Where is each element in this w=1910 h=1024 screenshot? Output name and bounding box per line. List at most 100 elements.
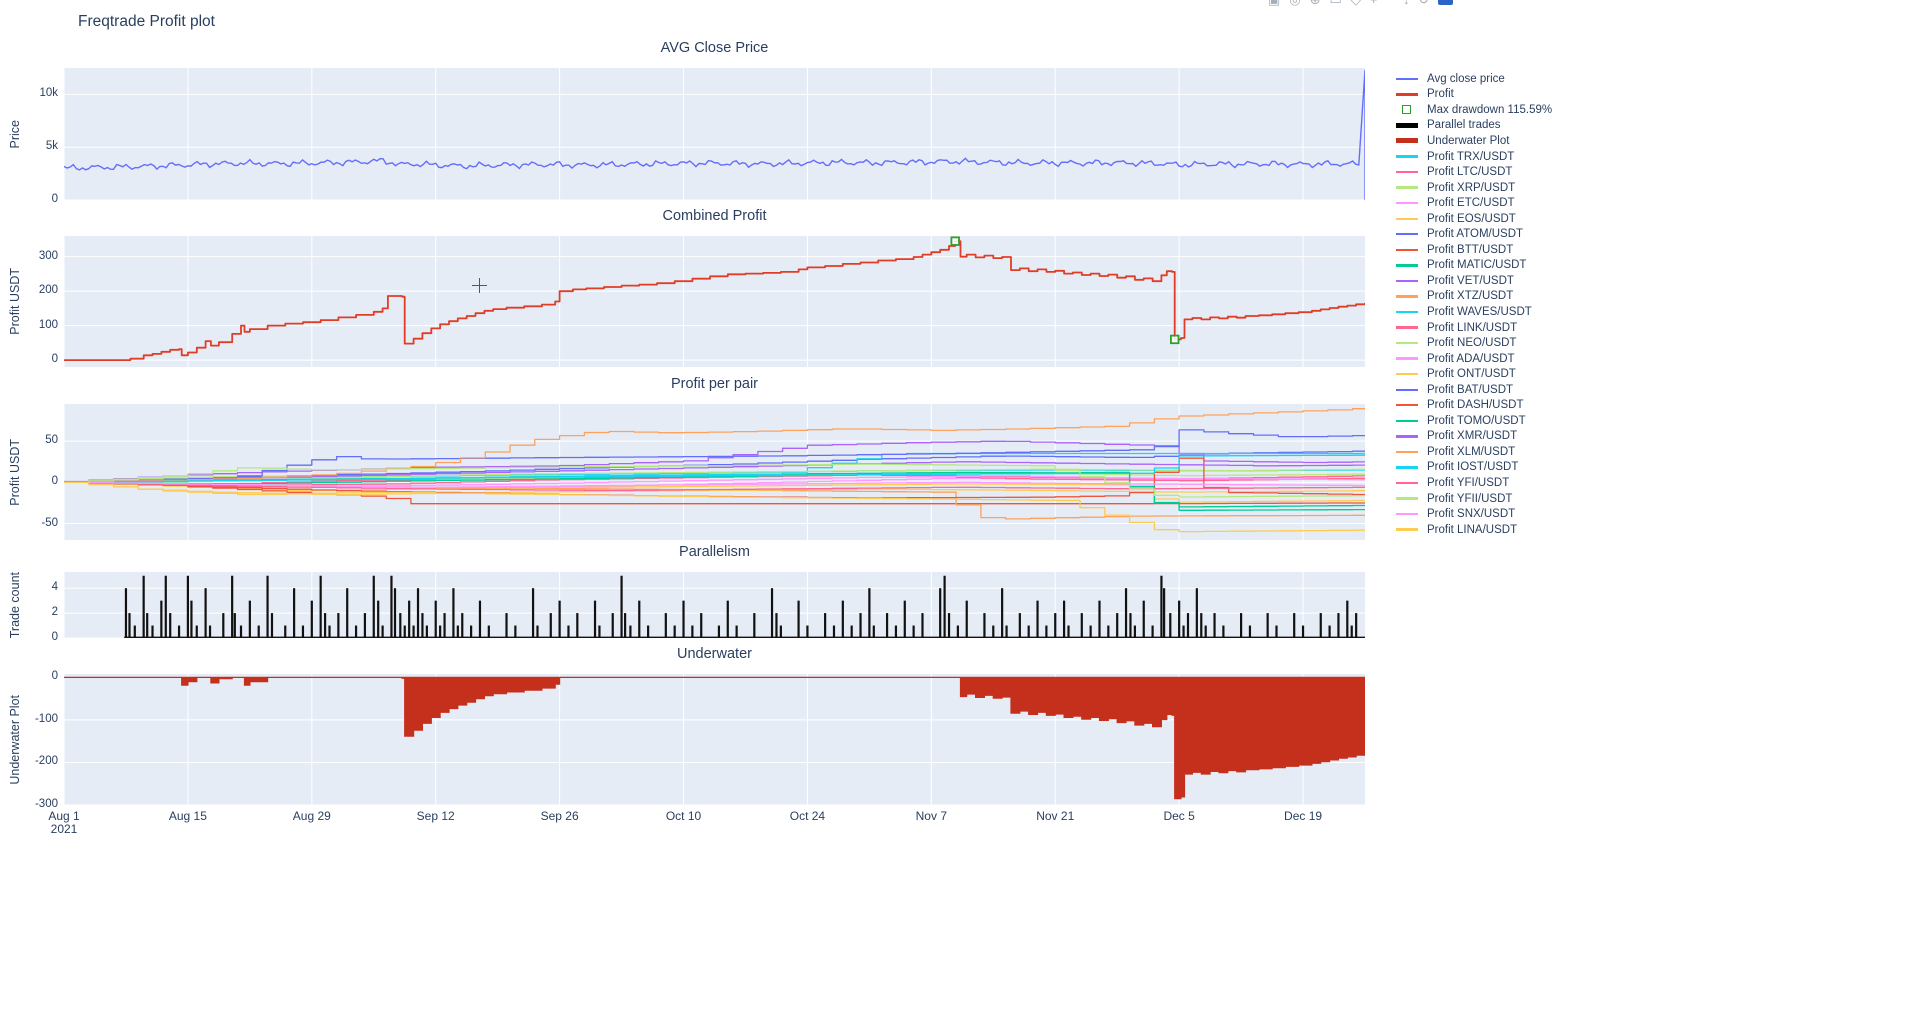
legend-item[interactable]: Profit DASH/USDT: [1396, 397, 1552, 413]
legend-item[interactable]: Profit ONT/USDT: [1396, 366, 1552, 382]
y-tick-label: 2: [51, 606, 58, 619]
legend-item-label: Avg close price: [1427, 72, 1505, 85]
y-tick-label: 300: [38, 249, 58, 262]
legend-item[interactable]: Max drawdown 115.59%: [1396, 102, 1552, 118]
reset-axes-icon[interactable]: ↺: [1419, 0, 1430, 7]
legend-item-label: Profit XMR/USDT: [1427, 430, 1518, 443]
legend-item-label: Profit ATOM/USDT: [1427, 228, 1524, 241]
parallelism-plot[interactable]: [64, 572, 1365, 638]
camera-icon[interactable]: ▣: [1268, 0, 1280, 7]
legend-item-label: Profit WAVES/USDT: [1427, 305, 1532, 318]
legend-item[interactable]: Profit XLM/USDT: [1396, 444, 1552, 460]
legend-item[interactable]: Profit YFI/USDT: [1396, 475, 1552, 491]
legend-item[interactable]: Profit XTZ/USDT: [1396, 289, 1552, 305]
profit-per-pair-title: Profit per pair: [670, 376, 759, 392]
legend-swatch: [1396, 481, 1422, 485]
legend-swatch: [1396, 435, 1422, 438]
legend-swatch: [1396, 93, 1422, 96]
zoom-in-icon[interactable]: +: [1370, 0, 1378, 7]
legend-swatch: [1396, 279, 1422, 283]
legend-swatch: [1396, 170, 1422, 174]
legend-item-label: Profit LINA/USDT: [1427, 523, 1518, 536]
y-tick-label: 0: [51, 353, 58, 366]
legend-item-label: Profit TRX/USDT: [1427, 150, 1515, 163]
legend-swatch: [1396, 512, 1422, 516]
legend-item[interactable]: Profit MATIC/USDT: [1396, 258, 1552, 274]
legend-item[interactable]: Parallel trades: [1396, 118, 1552, 134]
legend-item[interactable]: Profit LINA/USDT: [1396, 522, 1552, 538]
legend-item[interactable]: Profit ETC/USDT: [1396, 195, 1552, 211]
box-select-icon[interactable]: ▭: [1330, 0, 1342, 7]
legend-item-label: Profit XRP/USDT: [1427, 181, 1516, 194]
legend-item[interactable]: Profit XMR/USDT: [1396, 429, 1552, 445]
x-tick-label: Aug 1 2021: [48, 809, 80, 836]
legend-swatch: [1396, 264, 1422, 267]
legend-swatch: [1396, 450, 1422, 454]
x-tick-label: Aug 29: [292, 809, 331, 823]
y-tick-label: 100: [38, 318, 58, 331]
legend-item-label: Profit LTC/USDT: [1427, 166, 1513, 179]
parallelism-title: Parallelism: [679, 544, 750, 560]
y-tick-label: 0: [51, 475, 58, 488]
combined-profit-plot[interactable]: [64, 236, 1365, 367]
legend-item-label: Profit YFI/USDT: [1427, 476, 1510, 489]
y-tick-label: 200: [38, 284, 58, 297]
legend-swatch: [1396, 155, 1422, 158]
legend-item[interactable]: Profit NEO/USDT: [1396, 335, 1552, 351]
legend-item-label: Profit: [1427, 88, 1454, 101]
x-tick-label: Nov 21: [1036, 809, 1075, 823]
legend-item[interactable]: Profit BTT/USDT: [1396, 242, 1552, 258]
legend-item[interactable]: Profit WAVES/USDT: [1396, 304, 1552, 320]
underwater-plot[interactable]: [64, 674, 1365, 805]
legend-item-label: Profit BAT/USDT: [1427, 383, 1514, 396]
y-tick-label: 0: [51, 670, 58, 683]
legend-swatch: [1396, 310, 1422, 314]
legend-swatch: [1396, 248, 1422, 251]
pan-icon[interactable]: ⊕: [1310, 0, 1321, 7]
legend-item-label: Profit BTT/USDT: [1427, 243, 1514, 256]
legend-swatch: [1396, 295, 1422, 298]
plotly-modebar: ▣ ◎ ⊕ ▭ ◇ + − ↕ ↺ ∴: [1268, 0, 1454, 7]
legend-item[interactable]: Profit ATOM/USDT: [1396, 226, 1552, 242]
legend-item[interactable]: Underwater Plot: [1396, 133, 1552, 149]
plotly-logo[interactable]: ∴: [1438, 0, 1454, 5]
profit-per-pair-plot[interactable]: [64, 404, 1365, 540]
legend-item[interactable]: Profit XRP/USDT: [1396, 180, 1552, 196]
x-tick-label: Sep 26: [540, 809, 579, 823]
y-tick-label: -100: [34, 712, 58, 725]
legend-item[interactable]: Profit LTC/USDT: [1396, 164, 1552, 180]
y-tick-label: -50: [41, 516, 58, 529]
legend-item[interactable]: Profit BAT/USDT: [1396, 382, 1552, 398]
legend-item[interactable]: Profit TOMO/USDT: [1396, 413, 1552, 429]
zoom-out-icon[interactable]: −: [1386, 0, 1394, 7]
legend-item-label: Profit ONT/USDT: [1427, 368, 1516, 381]
legend-item-label: Profit MATIC/USDT: [1427, 259, 1527, 272]
legend-item-label: Profit TOMO/USDT: [1427, 414, 1526, 427]
zoom-icon[interactable]: ◎: [1289, 0, 1300, 7]
legend-swatch: [1396, 105, 1422, 115]
legend-swatch: [1396, 122, 1422, 128]
legend-item[interactable]: Profit EOS/USDT: [1396, 211, 1552, 227]
legend: Avg close price Profit Max drawdown 115.59…: [1396, 71, 1552, 537]
x-tick-label: Sep 12: [416, 809, 455, 823]
legend-item[interactable]: Profit VET/USDT: [1396, 273, 1552, 289]
legend-item[interactable]: Avg close price: [1396, 71, 1552, 87]
autoscale-icon[interactable]: ↕: [1403, 0, 1410, 7]
legend-item[interactable]: Profit IOST/USDT: [1396, 460, 1552, 476]
y-tick-label: 0: [51, 193, 58, 205]
avg-close-price-plot[interactable]: [64, 68, 1365, 200]
legend-swatch: [1396, 77, 1422, 80]
legend-swatch: [1396, 528, 1422, 531]
legend-item[interactable]: Profit TRX/USDT: [1396, 149, 1552, 165]
legend-item-label: Profit XTZ/USDT: [1427, 290, 1514, 303]
x-tick-label: Dec 5: [1163, 809, 1195, 823]
legend-item-label: Parallel trades: [1427, 119, 1501, 132]
legend-item[interactable]: Profit LINK/USDT: [1396, 320, 1552, 336]
x-tick-label: Dec 19: [1284, 809, 1323, 823]
legend-item[interactable]: Profit ADA/USDT: [1396, 351, 1552, 367]
legend-item[interactable]: Profit SNX/USDT: [1396, 506, 1552, 522]
lasso-select-icon[interactable]: ◇: [1351, 0, 1361, 7]
legend-item[interactable]: Profit: [1396, 87, 1552, 103]
legend-item[interactable]: Profit YFII/USDT: [1396, 491, 1552, 507]
